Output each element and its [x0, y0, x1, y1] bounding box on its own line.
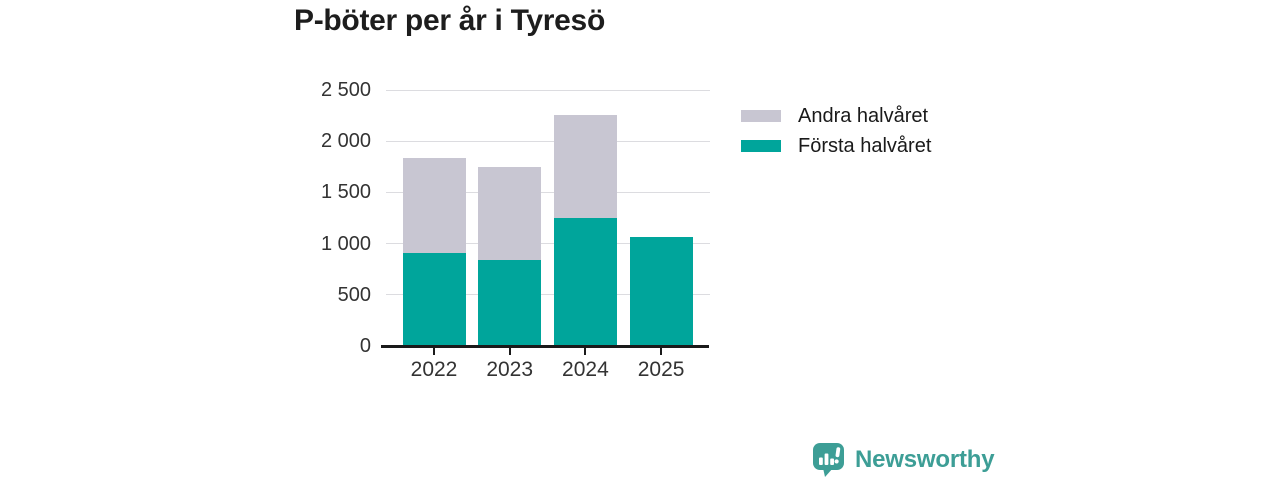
- legend-swatch-forsta-halvaret: [741, 140, 781, 152]
- legend-label-forsta-halvaret: Första halvåret: [798, 134, 932, 157]
- y-axis-tick-label: 1 500: [320, 181, 371, 204]
- x-axis-label: 2025: [637, 358, 685, 381]
- gridline-500: [386, 294, 710, 296]
- bar-segment-första-2024: [553, 218, 617, 346]
- bar-segment-andra-2023: [478, 166, 542, 260]
- legend-swatch-andra-halvaret: [741, 110, 781, 122]
- y-axis-tick-label: 2 500: [320, 79, 371, 101]
- legend: Andra halvåret Första halvåret: [741, 101, 931, 161]
- bar-segment-första-2025: [629, 236, 693, 346]
- x-axis-tick: [433, 348, 435, 355]
- x-axis-label: 2024: [562, 358, 609, 381]
- y-axis-tick-label: 2 000: [320, 130, 371, 153]
- x-axis-label: 2022: [410, 358, 458, 381]
- newsworthy-logo: Newsworthy: [811, 441, 995, 478]
- bar-segment-andra-2024: [553, 115, 617, 218]
- speech-bubble-bar-chart-icon: [813, 443, 844, 477]
- gridline-2500: [386, 89, 710, 91]
- bar-segment-första-2023: [478, 259, 542, 346]
- gridline-1000: [386, 243, 710, 245]
- legend-item-forsta-halvaret: Första halvåret: [741, 131, 931, 161]
- brand-name: Newsworthy: [855, 445, 995, 473]
- y-axis-tick-label: 0: [359, 335, 371, 357]
- gridline-2000: [386, 140, 710, 142]
- y-axis-tick-label: 500: [337, 283, 371, 306]
- x-axis-tick: [584, 348, 587, 355]
- x-axis-label: 2023: [486, 358, 534, 381]
- x-axis-tick: [660, 348, 663, 355]
- chart-title: P-böter per år i Tyresö: [294, 4, 605, 37]
- legend-item-andra-halvaret: Andra halvåret: [741, 101, 931, 131]
- legend-label-andra-halvaret: Andra halvåret: [798, 104, 929, 127]
- bar-segment-andra-2022: [402, 157, 466, 254]
- x-axis-tick: [508, 348, 511, 355]
- x-axis-line: [381, 345, 709, 348]
- gridline-1500: [386, 191, 710, 193]
- y-axis-tick-label: 1 000: [320, 232, 371, 255]
- bar-segment-första-2022: [402, 253, 466, 346]
